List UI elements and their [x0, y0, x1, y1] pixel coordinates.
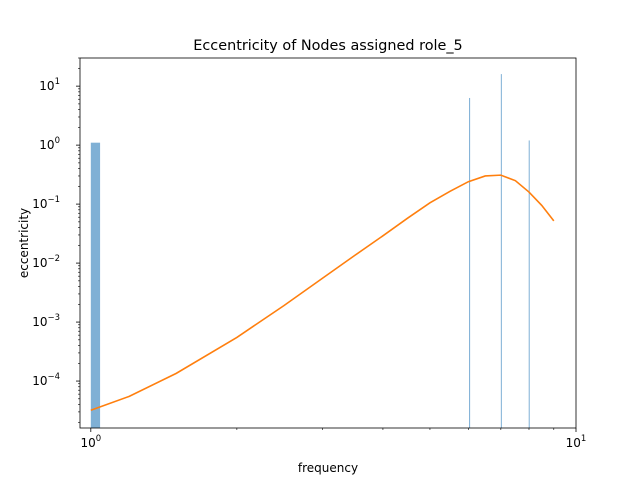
histogram-bar [469, 97, 471, 429]
histogram-bar [528, 140, 530, 429]
series-line [90, 174, 555, 411]
chart-title: Eccentricity of Nodes assigned role_5 [193, 38, 462, 54]
histogram-bar [500, 74, 502, 428]
plot-area [90, 74, 555, 429]
y-axis-label: eccentricity [17, 208, 31, 278]
histogram-bar [90, 142, 101, 428]
x-axis-label: frequency [298, 461, 358, 475]
plot-frame [79, 57, 577, 429]
